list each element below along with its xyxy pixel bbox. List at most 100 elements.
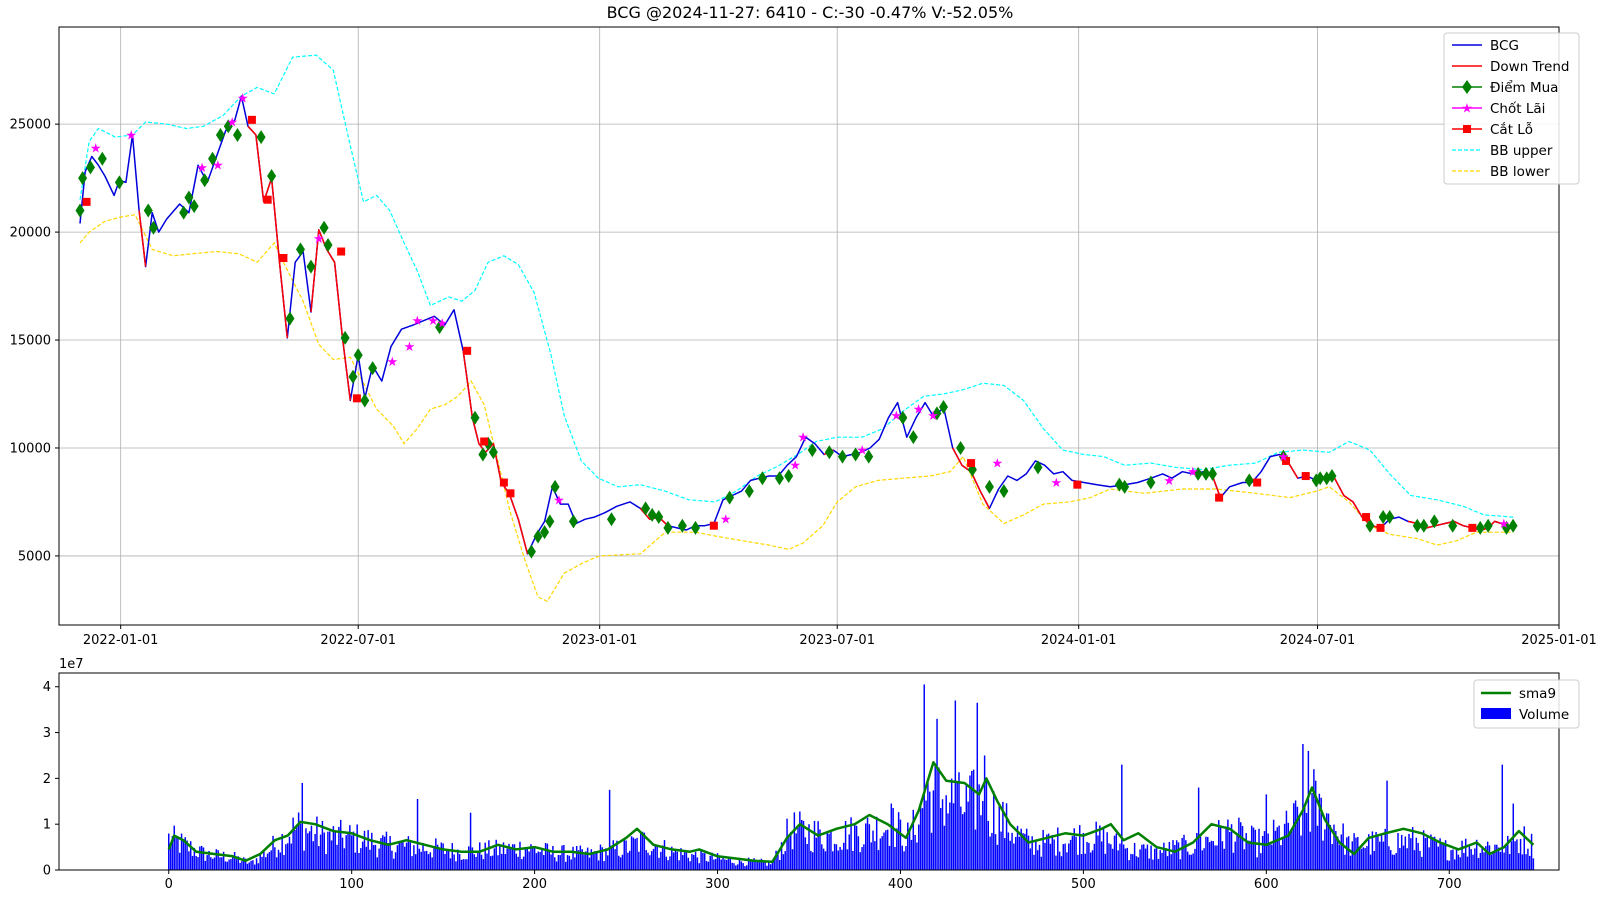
volume-bar bbox=[363, 830, 366, 870]
volume-bar bbox=[627, 852, 629, 870]
volume-bar bbox=[797, 825, 799, 870]
legend-swatch-stop-marker bbox=[1463, 125, 1471, 133]
volume-bar bbox=[1088, 842, 1090, 870]
volume-bar bbox=[193, 847, 196, 870]
take-profit-marker: ★ bbox=[125, 128, 137, 143]
volume-bar bbox=[480, 854, 483, 870]
volume-bar bbox=[451, 843, 454, 870]
volume-bar bbox=[786, 818, 788, 870]
volume-bar bbox=[585, 851, 587, 870]
volume-bar bbox=[824, 851, 827, 870]
volume-bar bbox=[1271, 844, 1273, 870]
volume-bar bbox=[1183, 834, 1185, 870]
volume-bar bbox=[908, 829, 911, 870]
volume-bar bbox=[570, 859, 572, 870]
volume-bar bbox=[1155, 846, 1158, 870]
volume-bar bbox=[1419, 850, 1421, 870]
volume-bar bbox=[1428, 847, 1430, 870]
volume-bar bbox=[758, 859, 761, 870]
volume-bar bbox=[1298, 816, 1300, 870]
legend-label-bcg: BCG bbox=[1490, 38, 1519, 54]
volume-bar bbox=[1245, 833, 1247, 870]
buy-marker bbox=[939, 399, 949, 414]
volume-bar bbox=[420, 851, 422, 870]
volume-bar bbox=[1399, 847, 1401, 870]
volume-bar bbox=[1300, 835, 1302, 870]
volume-bar bbox=[1437, 846, 1439, 870]
volume-bar bbox=[698, 863, 700, 870]
legend-label-bb-upper: BB upper bbox=[1490, 143, 1553, 159]
take-profit-marker: ★ bbox=[1278, 450, 1290, 465]
take-profit-marker: ★ bbox=[404, 340, 416, 355]
volume-bar bbox=[1170, 854, 1172, 870]
volume-bar bbox=[168, 833, 170, 870]
volume-bar bbox=[350, 835, 353, 870]
volume-bar bbox=[810, 850, 812, 870]
volume-bar bbox=[841, 849, 843, 870]
volume-bar bbox=[389, 836, 391, 870]
volume-bar bbox=[693, 854, 695, 870]
volume-bar bbox=[1404, 836, 1407, 870]
bb-upper-line bbox=[79, 54, 1514, 518]
volume-bar bbox=[221, 857, 223, 870]
volume-bar bbox=[947, 813, 949, 870]
volume-bar bbox=[586, 847, 589, 870]
volume-bar bbox=[713, 859, 715, 870]
volume-bar bbox=[789, 832, 792, 870]
volume-bar bbox=[414, 854, 417, 870]
volume-bar bbox=[875, 816, 878, 870]
volume-bar bbox=[318, 846, 320, 870]
volume-bar bbox=[1018, 836, 1021, 870]
volume-bar bbox=[495, 839, 497, 870]
volume-bar bbox=[1035, 840, 1037, 870]
volume-bar bbox=[777, 853, 779, 870]
volume-bar bbox=[700, 849, 702, 870]
volume-bar bbox=[899, 819, 902, 870]
volume-bar bbox=[398, 842, 400, 870]
legend-item-bb-lower: BB lower bbox=[1452, 164, 1550, 180]
volume-bar bbox=[171, 836, 174, 870]
volume-bar bbox=[345, 835, 347, 870]
volume-bar bbox=[1267, 833, 1269, 870]
volume-bar bbox=[244, 858, 247, 870]
volume-bar bbox=[581, 849, 583, 870]
volume-bar bbox=[1073, 828, 1075, 870]
buy-marker bbox=[208, 151, 218, 166]
volume-bar bbox=[782, 854, 785, 870]
volume-bar bbox=[936, 718, 938, 870]
volume-bar bbox=[270, 850, 272, 870]
volume-bar bbox=[195, 856, 197, 870]
buy-marker bbox=[744, 484, 754, 499]
volume-bar bbox=[1485, 846, 1487, 870]
volume-bar bbox=[1100, 841, 1103, 870]
volume-bar bbox=[616, 840, 618, 870]
volume-bar bbox=[830, 830, 832, 870]
volume-bar bbox=[848, 834, 850, 870]
volume-bar bbox=[533, 847, 536, 870]
volume-bar bbox=[863, 844, 865, 870]
volume-bar bbox=[1338, 844, 1341, 870]
volume-bar bbox=[1496, 844, 1498, 870]
volume-bar bbox=[277, 849, 280, 870]
volume-bar bbox=[1042, 829, 1044, 870]
volume-bar bbox=[1441, 843, 1443, 870]
volume-bar bbox=[354, 852, 357, 870]
volume-bar bbox=[281, 833, 283, 870]
buy-marker bbox=[1327, 469, 1337, 484]
volume-series-layer bbox=[167, 684, 1535, 870]
volume-bar bbox=[425, 850, 428, 870]
y-tick-label: 25000 bbox=[10, 118, 51, 133]
volume-bar bbox=[1192, 853, 1194, 870]
buy-marker bbox=[353, 348, 363, 363]
buy-marker bbox=[526, 544, 536, 559]
volume-bar bbox=[1516, 839, 1518, 870]
volume-bar bbox=[1079, 825, 1081, 870]
volume-bar bbox=[268, 852, 271, 870]
volume-bar bbox=[949, 802, 951, 870]
take-profit-marker: ★ bbox=[991, 457, 1003, 472]
volume-bar bbox=[239, 862, 241, 870]
take-profit-marker: ★ bbox=[313, 232, 325, 247]
volume-bar bbox=[563, 844, 565, 870]
volume-bar bbox=[919, 802, 922, 870]
stop-loss-marker bbox=[967, 459, 976, 468]
